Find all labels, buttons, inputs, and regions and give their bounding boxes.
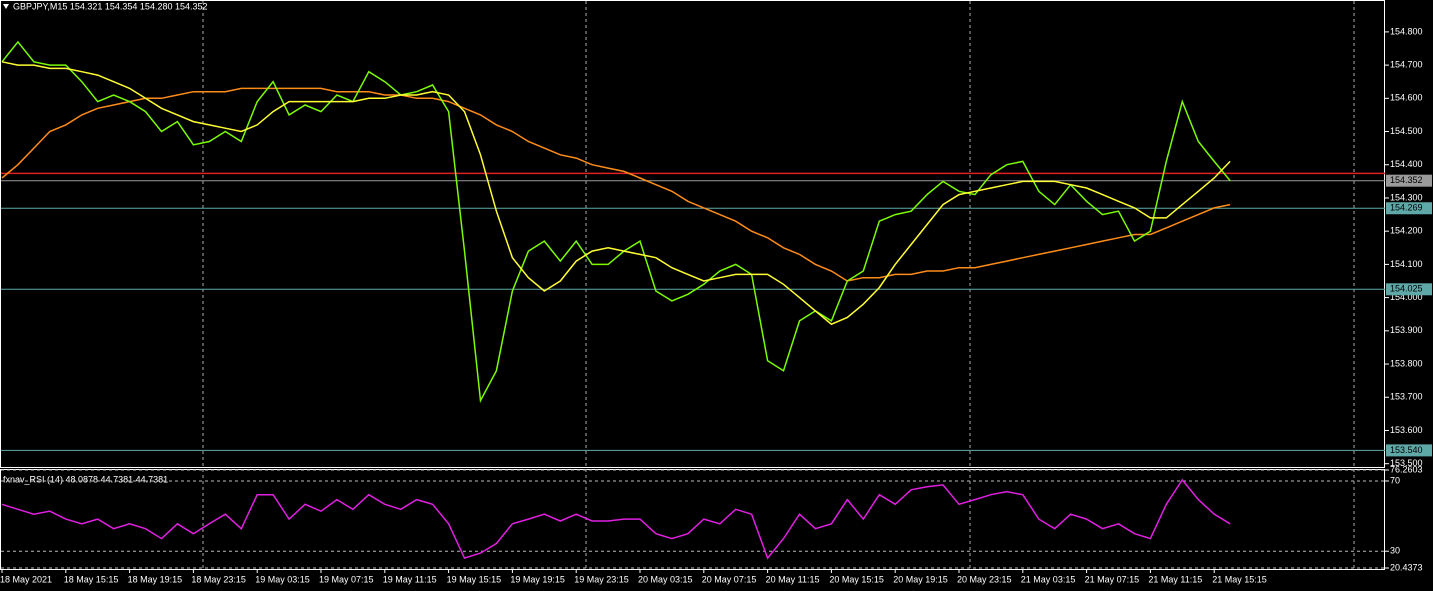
series-line (1, 61, 1231, 326)
level-label: 153.540 (1390, 445, 1423, 455)
x-tick-label: 20 May 19:15 (893, 574, 948, 584)
level-badge (1386, 174, 1432, 187)
x-tick-label: 20 May 07:15 (702, 574, 757, 584)
y-tick-label: 154.100 (1390, 259, 1423, 269)
y-tick-label: 154.400 (1390, 159, 1423, 169)
y-tick-label: 153.600 (1390, 425, 1423, 435)
level-badge (1386, 444, 1432, 457)
x-tick-label: 19 May 15:15 (447, 574, 502, 584)
v-grid (202, 1, 1355, 568)
y-tick-label: 76.2603 (1390, 464, 1423, 474)
y-tick-label: 154.500 (1390, 126, 1423, 136)
y-tick-label: 20.4373 (1390, 562, 1423, 572)
menu-arrow[interactable] (3, 4, 9, 9)
x-tick-label: 18 May 23:15 (191, 574, 246, 584)
y-tick-label: 153.700 (1390, 392, 1423, 402)
x-tick-label: 21 May 15:15 (1212, 574, 1267, 584)
x-tick-label: 20 May 15:15 (829, 574, 884, 584)
level-label: 154.269 (1390, 203, 1423, 213)
level-badge (1386, 283, 1432, 296)
x-tick-label: 19 May 03:15 (255, 574, 310, 584)
x-tick-label: 20 May 23:15 (957, 574, 1012, 584)
series-line (1, 87, 1231, 282)
x-tick-label: 20 May 11:15 (766, 574, 820, 584)
y-tick-label: 154.300 (1390, 192, 1423, 202)
y-tick-label: 154.800 (1390, 26, 1423, 36)
x-tick-label: 21 May 03:15 (1021, 574, 1076, 584)
y-tick-label: 153.800 (1390, 358, 1423, 368)
x-tick-label: 18 May 19:15 (128, 574, 183, 584)
y-tick-label: 70 (1390, 475, 1400, 485)
rsi-frame (0, 469, 1385, 570)
x-tick-label: 19 May 19:15 (510, 574, 565, 584)
y-tick-label: 154.000 (1390, 292, 1423, 302)
series-line (1, 478, 1231, 560)
y-tick-label: 30 (1390, 546, 1400, 556)
x-tick-label: 18 May 15:15 (64, 574, 119, 584)
level-label: 154.025 (1390, 284, 1423, 294)
x-tick-label: 18 May 2021 (0, 574, 52, 584)
rsi-title: fxnav_RSI (14) 48.0878 44.7381 44.7381 (3, 474, 168, 484)
level-badge (1386, 202, 1432, 215)
main-frame (0, 0, 1385, 468)
x-tick-label: 19 May 07:15 (319, 574, 374, 584)
y-tick-label: 154.700 (1390, 59, 1423, 69)
level-label: 154.352 (1390, 175, 1423, 185)
x-tick-label: 19 May 11:15 (383, 574, 437, 584)
y-tick-label: 153.500 (1390, 458, 1423, 468)
x-tick-label: 19 May 23:15 (574, 574, 629, 584)
x-tick-label: 21 May 11:15 (1148, 574, 1202, 584)
series-line (1, 40, 1231, 404)
y-tick-label: 153.900 (1390, 325, 1423, 335)
x-tick-label: 21 May 07:15 (1085, 574, 1140, 584)
chart-title: GBPJPY,M15 154.321 154.354 154.280 154.3… (13, 1, 208, 11)
y-tick-label: 154.600 (1390, 93, 1423, 103)
y-tick-label: 154.200 (1390, 226, 1423, 236)
x-tick-label: 20 May 03:15 (638, 574, 693, 584)
